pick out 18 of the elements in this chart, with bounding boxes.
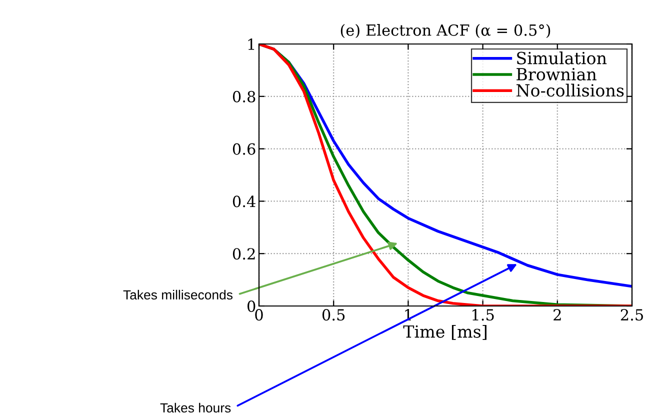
x-tick-label: 0 [255, 309, 263, 321]
y-tick-label: 0.4 [232, 196, 256, 208]
x-tick-label: 1.5 [472, 309, 494, 321]
y-tick-label: 0.8 [232, 90, 256, 102]
legend-label: No-collisions [516, 84, 624, 97]
chart-title: (e) Electron ACF (α = 0.5°) [340, 24, 550, 38]
annotation: Takes hours [160, 402, 231, 413]
y-tick-label: 0.6 [232, 143, 256, 155]
x-tick-label: 0.5 [322, 309, 345, 321]
y-tick-label: 0.2 [232, 248, 255, 260]
x-tick-label: 2.5 [620, 309, 643, 321]
legend-label: Brownian [516, 68, 596, 81]
y-tick-label: 0 [248, 300, 256, 312]
x-axis-title: Time [ms] [403, 324, 486, 340]
legend-label: Simulation [517, 52, 607, 64]
x-tick-label: 2 [554, 309, 561, 320]
annotation: Takes milliseconds [123, 290, 233, 300]
y-tick-label: 1 [248, 38, 254, 50]
